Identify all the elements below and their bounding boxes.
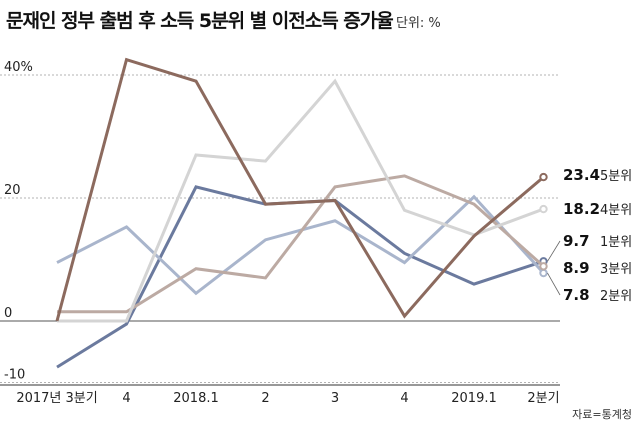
end-value-label-0: 9.7 — [563, 232, 590, 250]
chart-source: 자료=통계청 — [572, 408, 632, 421]
series-end-marker-1 — [539, 268, 548, 278]
x-tick-label-6: 2019.1 — [451, 391, 497, 406]
series-end-marker-4 — [539, 172, 548, 182]
chart-unit: 단위: % — [396, 16, 441, 31]
series-name-label-0: 1분위 — [600, 235, 632, 250]
x-axis-ticks: 2017년 3분기 4 2018.1 2 3 4 2019.1 2분기 — [16, 391, 559, 406]
series-name-label-1: 2분위 — [600, 289, 632, 304]
x-tick-label-3: 2 — [261, 391, 269, 406]
x-tick-label-1: 4 — [122, 391, 130, 406]
end-value-label-2: 8.9 — [563, 259, 590, 277]
end-value-label-4: 23.4 — [563, 166, 600, 184]
series-end-marker-3 — [539, 204, 548, 214]
y-tick-label-2: 0 — [4, 306, 12, 321]
series-line-3 — [57, 78, 545, 323]
leader-line-1 — [547, 272, 561, 296]
x-tick-label-4: 3 — [331, 391, 339, 406]
series-end-marker-2 — [539, 262, 548, 271]
series-line-1 — [56, 194, 545, 296]
x-tick-label-5: 4 — [400, 391, 408, 406]
y-tick-label-0: 40% — [4, 60, 33, 75]
chart-title: 문재인 정부 출범 후 소득 5분위 별 이전소득 증가율 — [6, 10, 394, 32]
x-tick-label-0: 2017년 3분기 — [16, 391, 97, 406]
x-tick-label-7: 2분기 — [527, 391, 559, 406]
series-name-label-4: 5분위 — [600, 169, 632, 184]
series-line-0 — [56, 185, 544, 369]
end-value-label-1: 7.8 — [563, 286, 590, 304]
series-line-4 — [55, 57, 545, 322]
leader-line-0 — [547, 240, 561, 262]
end-labels: 9.7 1분위 7.8 2분위 8.9 3분위 18.2 4분위 23.4 5분위 — [547, 166, 632, 304]
end-value-label-3: 18.2 — [563, 200, 600, 218]
grid-layer: 40% 20 0 -10 — [0, 60, 560, 386]
series-name-label-3: 4분위 — [600, 203, 632, 218]
series-line-2 — [57, 174, 545, 314]
y-tick-label-1: 20 — [4, 183, 21, 198]
series-layer — [55, 57, 548, 369]
x-tick-label-2: 2018.1 — [173, 391, 219, 406]
y-tick-label-3: -10 — [4, 368, 25, 383]
series-name-label-2: 3분위 — [600, 262, 632, 277]
